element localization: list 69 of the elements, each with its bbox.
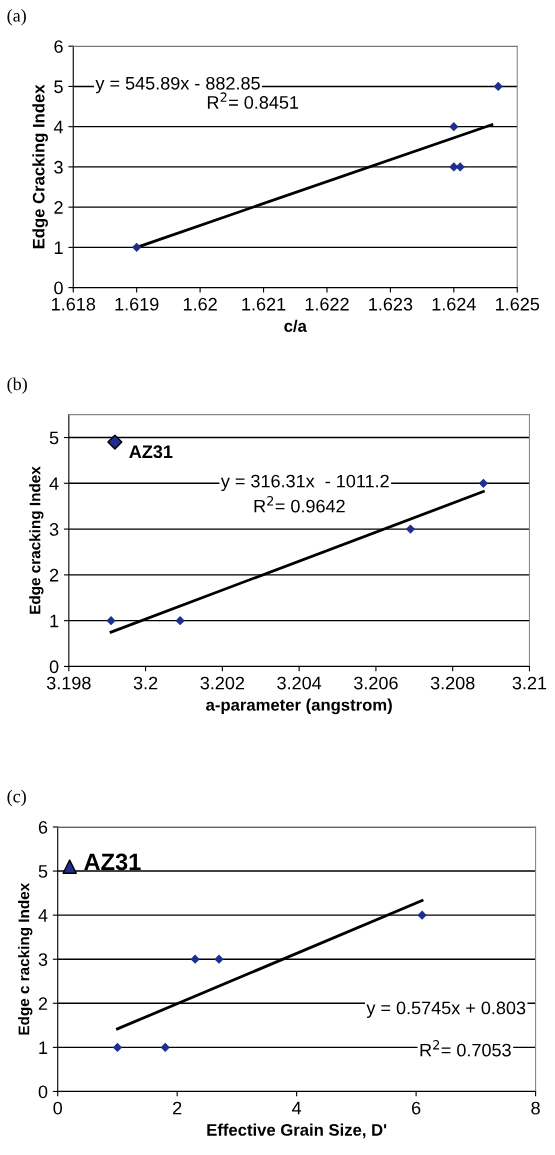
- x-tick-label: 1.621: [242, 297, 286, 311]
- point: [175, 616, 185, 626]
- point: [417, 910, 427, 920]
- y-tick-label: 6: [38, 820, 48, 834]
- chart-title: (a): [7, 9, 26, 26]
- y-tick-label: 0: [38, 1085, 48, 1099]
- annotation: R$^{2}$= 0.7053: [420, 1040, 511, 1057]
- x-axis-title: c/a: [284, 319, 307, 333]
- y-tick-label: 0: [49, 660, 59, 674]
- x-tick-label: 3.208: [430, 676, 475, 690]
- point: [478, 478, 489, 488]
- x-tick-label: 1.618: [52, 297, 96, 311]
- x-tick-label: 8: [531, 1101, 540, 1115]
- y-tick-label: 5: [49, 431, 59, 445]
- y-tick-label: 2: [38, 997, 48, 1010]
- x-tick-label: 3.206: [354, 676, 398, 690]
- x-tick-label: 3.21: [512, 676, 547, 690]
- x-tick-label: 2: [173, 1101, 182, 1115]
- y-tick-label: 3: [49, 523, 59, 536]
- point: [449, 122, 459, 132]
- point: [160, 1042, 170, 1052]
- x-tick-label: 1.62: [183, 297, 217, 311]
- annotation: R$^{2}$= 0.8451: [207, 92, 299, 109]
- y-tick-label: 4: [53, 120, 64, 134]
- y-tick-label: 3: [38, 953, 48, 966]
- point: [405, 524, 416, 534]
- y-tick-label: 0: [54, 281, 63, 295]
- y-tick-label: 2: [54, 201, 63, 214]
- x-tick-label: 3.202: [200, 676, 245, 690]
- annotation: R$^{2}$= 0.9642: [254, 496, 345, 513]
- x-axis-title: Effective Grain Size, D': [207, 1123, 387, 1139]
- point: [190, 954, 200, 964]
- point: [112, 1042, 123, 1052]
- y-tick-label: 6: [54, 40, 63, 53]
- series-label: AZ31: [84, 853, 141, 871]
- point: [107, 434, 123, 450]
- x-tick-label: 6: [412, 1101, 421, 1115]
- chart-title: (b): [7, 377, 27, 394]
- annotation: y = 0.5745x + 0.803: [366, 1001, 526, 1018]
- x-axis-title: a-parameter (angstrom): [206, 698, 392, 715]
- x-tick-label: 4: [292, 1101, 302, 1115]
- x-tick-label: 1.623: [369, 297, 413, 311]
- point: [493, 81, 503, 92]
- point: [214, 954, 224, 964]
- x-tick-label: 1.619: [115, 297, 159, 311]
- y-tick-label: 5: [54, 80, 63, 94]
- y-tick-label: 1: [39, 1041, 48, 1054]
- x-tick-label: 3.204: [277, 676, 322, 690]
- y-tick-label: 2: [49, 568, 59, 582]
- x-tick-label: 1.622: [305, 297, 349, 311]
- y-axis-title: Edge cracking Index: [29, 466, 44, 614]
- y-tick-label: 4: [49, 477, 59, 490]
- x-tick-label: 1.625: [496, 297, 540, 311]
- point: [106, 616, 116, 626]
- x-tick-label: 3.198: [46, 676, 91, 690]
- point: [132, 242, 142, 252]
- y-tick-label: 4: [38, 909, 48, 922]
- y-axis-title: Edge c racking Index: [18, 882, 33, 1035]
- x-tick-label: 3.2: [133, 676, 158, 690]
- y-tick-label: 1: [50, 614, 59, 628]
- point: [62, 859, 77, 874]
- chart-title: (c): [7, 789, 26, 807]
- y-tick-label: 3: [54, 160, 63, 174]
- y-axis-title: Edge Cracking Index: [32, 84, 48, 249]
- annotation: y = 316.31x - 1011.2: [220, 474, 389, 492]
- y-tick-label: 1: [54, 241, 63, 254]
- y-tick-label: 5: [38, 865, 48, 878]
- series-label: AZ31: [129, 445, 173, 459]
- x-tick-label: 1.624: [432, 297, 476, 311]
